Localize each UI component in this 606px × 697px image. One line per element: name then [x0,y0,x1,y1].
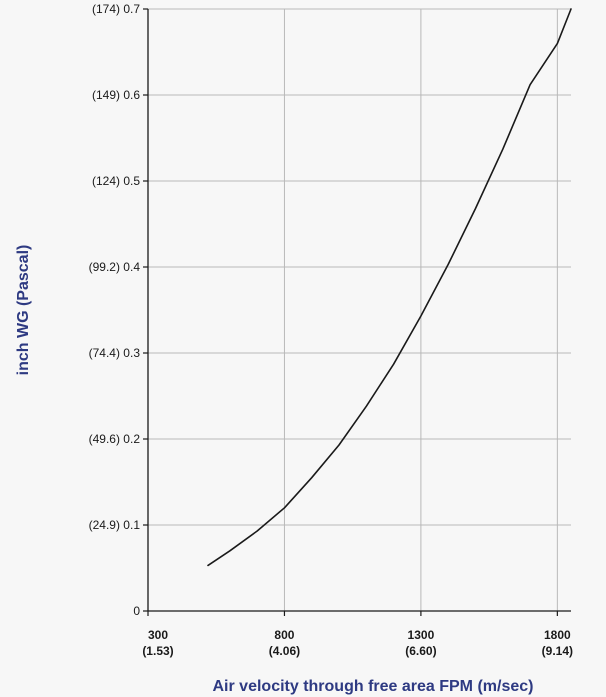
x-tick-label-2: 1300 [408,628,435,642]
x-tick-label-1: 800 [274,628,294,642]
x-tick-sublabel-0: (1.53) [142,644,173,658]
gridlines [148,8,571,611]
x-tick-sublabel-2: (6.60) [405,644,436,658]
y-tick-label-6: (149) 0.6 [92,88,140,102]
y-tick-label-7: (174) 0.7 [92,2,140,16]
y-tick-label-4: (99.2) 0.4 [89,260,141,274]
y-tick-label-2: (49.6) 0.2 [89,432,141,446]
x-tick-sublabel-1: (4.06) [269,644,300,658]
x-tick-sublabel-3: (9.14) [542,644,573,658]
x-tick-label-0: 300 [148,628,168,642]
y-tick-label-5: (124) 0.5 [92,174,140,188]
axes [143,8,571,616]
y-tick-label-0: 0 [133,604,140,618]
x-axis-label: Air velocity through free area FPM (m/se… [213,678,534,695]
series-line-0 [207,8,572,567]
y-tick-label-1: (24.9) 0.1 [89,518,141,532]
x-tick-label-3: 1800 [544,628,571,642]
y-tick-labels: 0 (24.9) 0.1 (49.6) 0.2 (74.4) 0.3 (99.2) 0.… [89,2,141,618]
y-axis-label: inch WG (Pascal) [15,245,32,376]
y-tick-label-3: (74.4) 0.3 [89,346,141,360]
x-tick-labels: 300 (1.53) 800 (4.06) 1300 (6.60) 1800 (9.14) [142,628,573,658]
series-layer [207,8,572,567]
